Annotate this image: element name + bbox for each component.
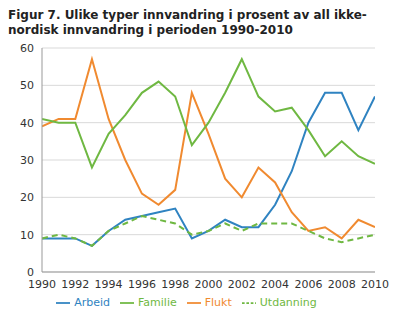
svg-text:1992: 1992	[61, 278, 89, 291]
html-text:Arbeid: Arbeid	[74, 296, 110, 309]
svg-text:10: 10	[20, 229, 34, 242]
svg-text:2000: 2000	[195, 278, 223, 291]
html-text:Familie: Familie	[138, 296, 177, 309]
svg-text:1994: 1994	[95, 278, 123, 291]
html-text:Flukt: Flukt	[204, 296, 232, 309]
svg-text:0: 0	[27, 266, 34, 279]
svg-text:2006: 2006	[294, 278, 322, 291]
svg-text:50: 50	[20, 79, 34, 92]
svg-text:2008: 2008	[328, 278, 356, 291]
svg-text:60: 60	[20, 42, 34, 55]
svg-text:20: 20	[20, 191, 34, 204]
html-text:Figur 7. Ulike typer innvandri: Figur 7. Ulike typer innvandring i prose…	[8, 8, 367, 37]
html-text:Utdanning: Utdanning	[259, 296, 317, 309]
svg-text:1990: 1990	[28, 278, 56, 291]
svg-text:40: 40	[20, 117, 34, 130]
svg-text:30: 30	[20, 154, 34, 167]
svg-text:1998: 1998	[161, 278, 189, 291]
svg-text:2002: 2002	[228, 278, 256, 291]
svg-text:2004: 2004	[261, 278, 289, 291]
svg-text:1996: 1996	[128, 278, 156, 291]
svg-text:2010: 2010	[361, 278, 389, 291]
